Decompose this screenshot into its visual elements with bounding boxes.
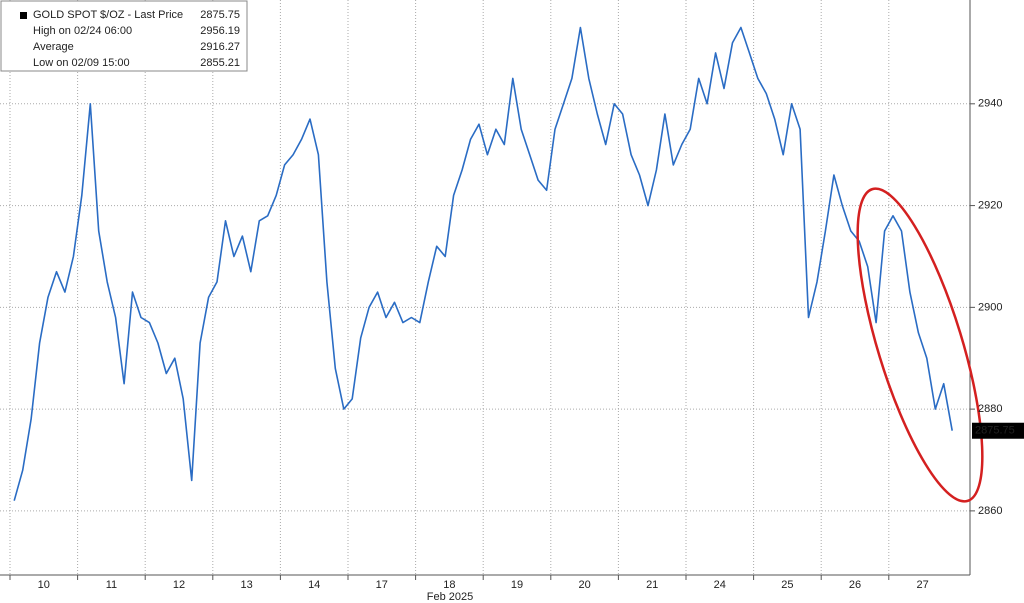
legend-label: Average [33, 41, 74, 53]
legend-box [0, 0, 248, 72]
plot [13, 26, 953, 501]
y-tick-label: 2940 [978, 98, 1002, 110]
legend-value: 2916.27 [200, 41, 240, 53]
x-tick-label: 13 [240, 579, 252, 591]
x-tick-label: 12 [173, 579, 185, 591]
y-tick-label: 2900 [978, 301, 1002, 313]
x-tick-label: 18 [443, 579, 455, 591]
legend: GOLD SPOT $/OZ - Last Price 2875.75 High o… [0, 0, 248, 72]
x-tick-label: 14 [308, 579, 320, 591]
x-tick-label: 27 [916, 579, 928, 591]
price-line [13, 26, 953, 501]
y-tick-label: 2880 [978, 403, 1002, 415]
x-tick-label: 26 [849, 579, 861, 591]
x-tick-label: 20 [578, 579, 590, 591]
y-tick-label: 2920 [978, 199, 1002, 211]
x-axis-label: Feb 2025 [427, 591, 473, 603]
last-price-tag [972, 422, 1024, 439]
x-tick-label: 17 [376, 579, 388, 591]
legend-value: 2875.75 [200, 9, 240, 21]
legend-swatch [20, 12, 27, 19]
x-tick-label: 21 [646, 579, 658, 591]
annotation-ellipse [856, 187, 984, 503]
legend-value: 2855.21 [200, 57, 240, 69]
x-tick-label: 19 [511, 579, 523, 591]
legend-label: GOLD SPOT $/OZ - Last Price [33, 9, 183, 21]
x-tick-label: 10 [38, 579, 50, 591]
last-price-label: 2875.75 [975, 425, 1015, 437]
x-tick-label: 11 [106, 579, 117, 591]
legend-label: Low on 02/09 15:00 [33, 57, 130, 69]
x-tick-label: 25 [781, 579, 793, 591]
x-tick-label: 24 [714, 579, 726, 591]
legend-label: High on 02/24 06:00 [33, 25, 132, 37]
legend-value: 2956.19 [200, 25, 240, 37]
y-tick-label: 2860 [978, 505, 1002, 517]
